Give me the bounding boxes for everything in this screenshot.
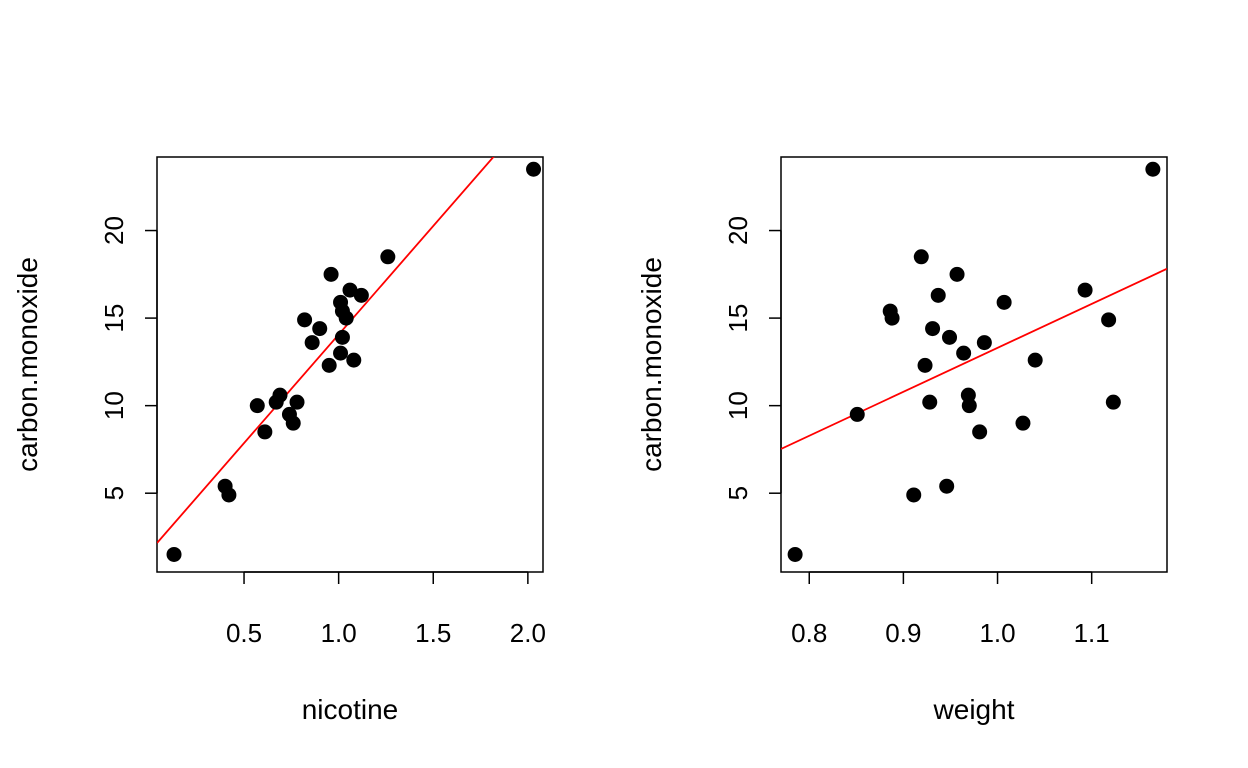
data-point — [976, 335, 992, 351]
data-point — [289, 394, 305, 410]
data-point — [949, 266, 965, 282]
data-point — [312, 321, 328, 337]
data-point — [884, 310, 900, 326]
data-point — [257, 424, 273, 440]
data-point — [1101, 312, 1117, 328]
y-tick-label: 15 — [723, 304, 753, 333]
panel-nicotine: 0.5 1.0 1.5 2.0 5 10 15 20 nicotine carbon.monoxi… — [12, 156, 546, 725]
y-tick-label: 10 — [723, 391, 753, 420]
data-point — [913, 249, 929, 265]
x-tick-label: 2.0 — [510, 618, 546, 648]
x-tick-label: 0.5 — [226, 618, 262, 648]
data-point — [342, 282, 358, 298]
data-point — [972, 424, 988, 440]
regression-line — [781, 267, 1167, 450]
y-tick-label: 5 — [723, 486, 753, 500]
x-axis-title: nicotine — [302, 694, 399, 725]
x-tick-label: 0.8 — [791, 618, 827, 648]
data-point — [297, 312, 313, 328]
data-point — [333, 345, 349, 361]
data-point — [956, 345, 972, 361]
data-point — [334, 329, 350, 345]
data-point — [323, 266, 339, 282]
data-point — [221, 487, 237, 503]
data-point — [272, 387, 288, 403]
data-point — [925, 321, 941, 337]
y-tick-label: 10 — [99, 391, 129, 420]
data-point — [285, 415, 301, 431]
y-tick-label: 5 — [99, 486, 129, 500]
y-tick-label: 15 — [99, 304, 129, 333]
data-point — [942, 329, 958, 345]
x-tick-label: 1.0 — [979, 618, 1015, 648]
data-point — [922, 394, 938, 410]
data-point — [346, 352, 362, 368]
data-point — [917, 357, 933, 373]
data-point — [930, 287, 946, 303]
panel-weight: 0.8 0.9 1.0 1.1 5 10 15 20 weight carbon.monoxide — [636, 156, 1168, 725]
data-point — [1105, 394, 1121, 410]
x-axis-title: weight — [933, 694, 1015, 725]
data-point — [304, 335, 320, 351]
data-point — [526, 161, 542, 177]
data-point — [996, 294, 1012, 310]
x-tick-label: 1.1 — [1074, 618, 1110, 648]
y-axis-title: carbon.monoxide — [12, 257, 43, 472]
data-point — [849, 406, 865, 422]
data-point — [249, 398, 265, 414]
plot-frame — [780, 156, 1168, 573]
data-point — [380, 249, 396, 265]
data-point — [166, 546, 182, 562]
x-tick-label: 0.9 — [885, 618, 921, 648]
x-tick-label: 1.5 — [415, 618, 451, 648]
data-point — [787, 546, 803, 562]
data-point — [906, 487, 922, 503]
y-tick-label: 20 — [99, 216, 129, 245]
data-point — [321, 357, 337, 373]
data-point — [338, 310, 354, 326]
y-axis-title: carbon.monoxide — [636, 257, 667, 472]
data-point — [939, 478, 955, 494]
x-tick-label: 1.0 — [321, 618, 357, 648]
y-tick-label: 20 — [723, 216, 753, 245]
data-point — [353, 287, 369, 303]
data-point — [1015, 415, 1031, 431]
data-point — [961, 398, 977, 414]
data-point — [1145, 161, 1161, 177]
data-point — [1077, 282, 1093, 298]
data-point — [1027, 352, 1043, 368]
